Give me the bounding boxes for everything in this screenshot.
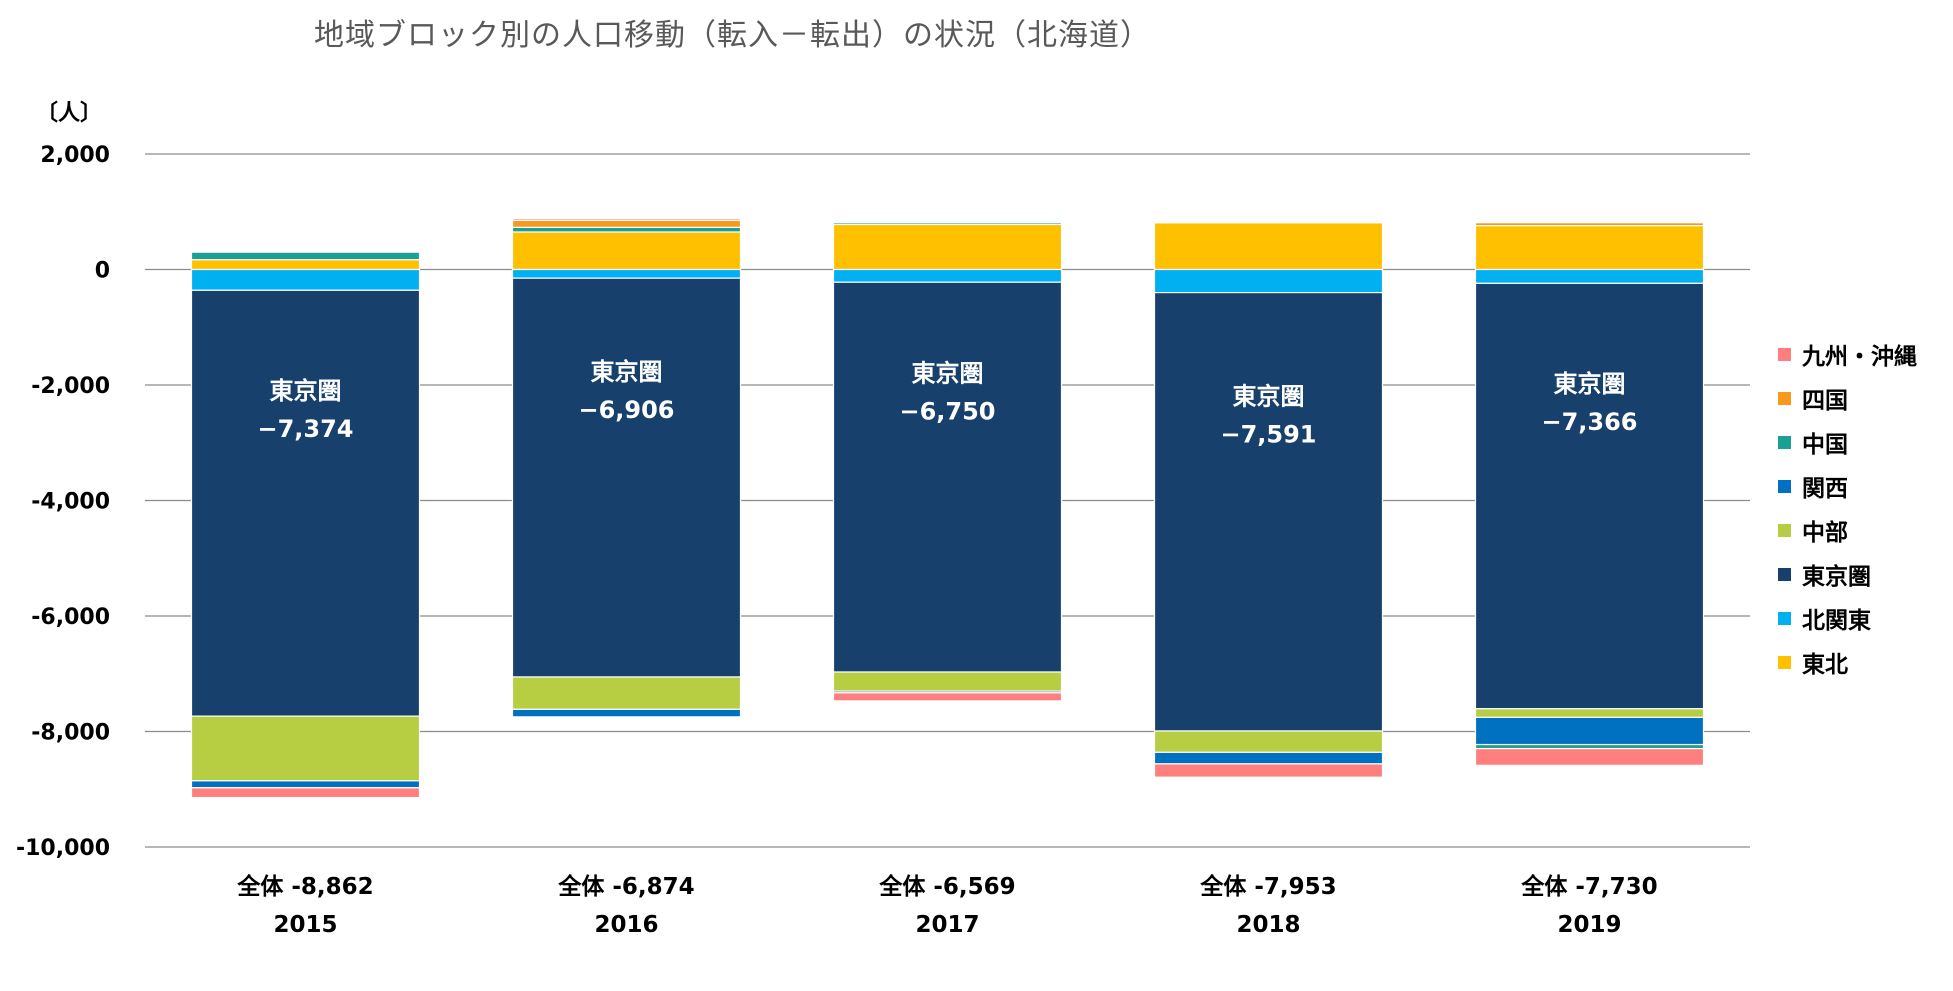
bar-segment [190,289,421,717]
bar-segment [1474,747,1705,766]
bar-segment [190,787,421,799]
legend-swatch [1778,523,1791,537]
annotation-label: 東京圏 [270,377,342,405]
legend-label: 北関東 [1802,608,1871,634]
annotation-value: −7,374 [257,415,353,443]
legend-swatch [1778,479,1791,493]
annotation-label: 東京圏 [1554,370,1626,398]
legend-swatch [1778,655,1791,669]
x-total-label: 全体 -7,730 [1520,873,1657,900]
annotation-value: −6,906 [578,396,674,424]
legend-swatch [1778,435,1791,449]
legend-swatch [1778,347,1791,361]
y-axis-ticks: 2,000 0 -2,000 -4,000 -6,000 -8,000 -10,000 [16,143,110,861]
bar-segment [511,218,742,222]
bar-segment [832,281,1063,673]
x-tick-label: 2017 [915,912,979,938]
y-tick-label: 2,000 [40,143,110,168]
bar-segment [1474,225,1705,271]
y-tick-label: -6,000 [31,605,110,630]
annotation-value: −6,750 [899,398,995,426]
bar-segment [832,223,1063,271]
y-tick-label: -8,000 [31,721,110,746]
bar-segment [190,715,421,782]
bar-segment [1153,222,1384,271]
bar-segment [1153,292,1384,732]
chart-title: 地域ブロック別の人口移動（転入－転出）の状況（北海道） [314,18,1151,53]
legend-label: 東北 [1802,652,1848,678]
y-axis-unit-label: 〔人〕 [36,101,103,126]
y-tick-label: -4,000 [31,490,110,515]
bar-segment [511,277,742,678]
bar-segment [1474,708,1705,719]
legend-swatch [1778,391,1791,405]
x-total-label: 全体 -6,569 [878,873,1015,900]
bar-segment [832,222,1063,226]
x-total-label: 全体 -8,862 [236,873,373,900]
legend-label: 九州・沖縄 [1802,344,1917,370]
bar-segment [1474,268,1705,284]
x-tick-label: 2018 [1236,912,1300,938]
bar-segment [1474,282,1705,710]
bars [190,218,1705,799]
y-tick-label: -10,000 [16,836,110,861]
bar-segment [190,268,421,291]
legend-item: 東京圏 [1778,552,1917,596]
bar-segment [511,231,742,271]
legend-label: 関西 [1802,476,1848,502]
legend: 九州・沖縄四国中国関西中部東京圏北関東東北 [1778,332,1917,684]
legend-item: 東北 [1778,640,1917,684]
x-axis-labels: 全体 -8,862 2015 全体 -6,874 2016 全体 -6,569 2017 全… [236,873,1657,938]
bar-segment [190,780,421,789]
legend-label: 四国 [1802,388,1848,414]
bar-segment [832,268,1063,283]
annotation-label: 東京圏 [1233,382,1305,410]
bar-segment [1474,716,1705,746]
bar-segment [1474,743,1705,750]
bar-segment [511,708,742,718]
bar-annotations: 東京圏 −7,374 東京圏 −6,906 東京圏 −6,750 東京圏 −7,591 東京圏 −… [257,358,1637,449]
bar-segment [1474,222,1705,227]
legend-label: 中国 [1802,432,1848,458]
legend-item: 関西 [1778,464,1917,508]
x-total-label: 全体 -6,874 [557,873,694,900]
bar-segment [1153,268,1384,294]
bar-segment [511,226,742,233]
legend-swatch [1778,567,1791,581]
bar-segment [832,692,1063,702]
annotation-label: 東京圏 [912,360,984,388]
bar-segment [511,268,742,279]
legend-item: 九州・沖縄 [1778,332,1917,376]
y-tick-label: -2,000 [31,374,110,399]
bar-segment [190,259,421,271]
legend-label: 中部 [1802,520,1848,546]
bar-segment [1153,220,1384,224]
legend-item: 中国 [1778,420,1917,464]
x-tick-label: 2015 [273,912,337,938]
x-tick-label: 2019 [1557,912,1621,938]
bar-segment [511,676,742,710]
bar-segment [832,671,1063,692]
bar-segment [190,251,421,261]
bar-segment [511,219,742,228]
legend-item: 四国 [1778,376,1917,420]
y-tick-label: 0 [95,259,110,284]
bar-segment [1153,751,1384,765]
bar-segment [1153,763,1384,778]
legend-item: 中部 [1778,508,1917,552]
legend-item: 北関東 [1778,596,1917,640]
legend-label: 東京圏 [1802,564,1871,590]
x-total-label: 全体 -7,953 [1199,873,1336,900]
annotation-value: −7,366 [1541,408,1637,436]
legend-swatch [1778,611,1791,625]
annotation-label: 東京圏 [591,358,663,386]
bar-segment [1153,730,1384,753]
x-tick-label: 2016 [594,912,658,938]
annotation-value: −7,591 [1220,420,1316,448]
